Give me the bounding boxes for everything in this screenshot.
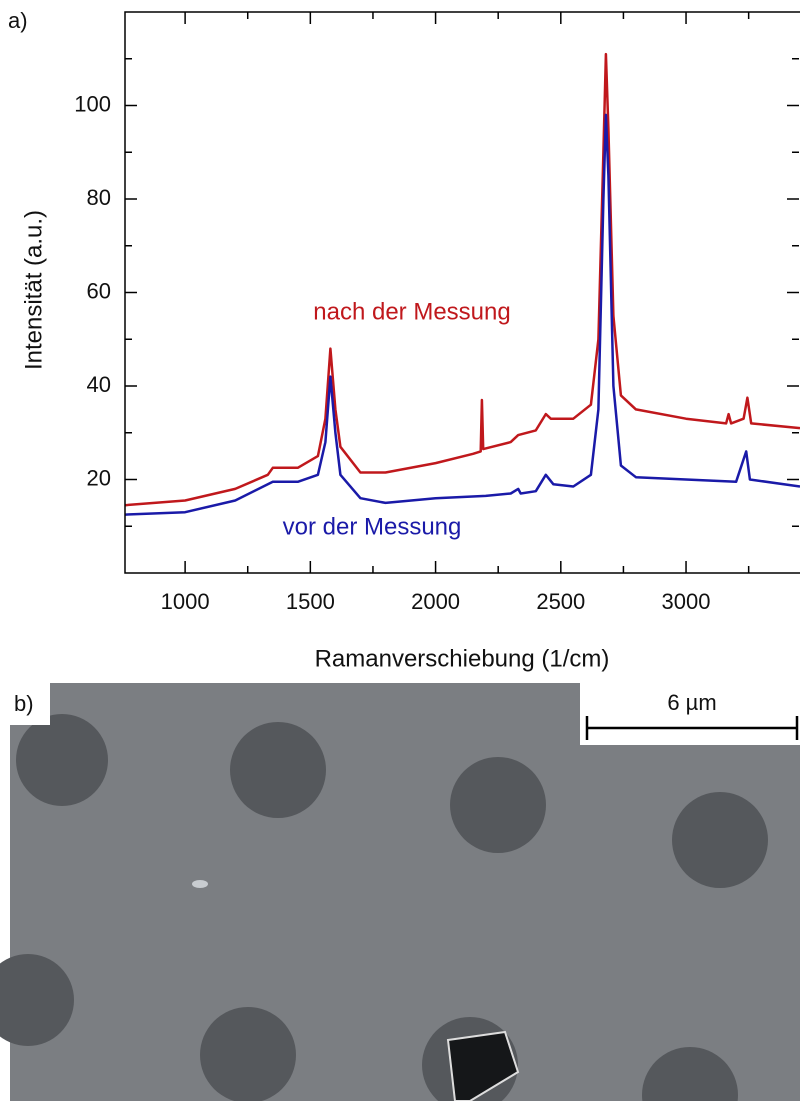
y-tick-label: 60 [87, 278, 111, 303]
y-axis-title: Intensität (a.u.) [20, 210, 47, 370]
figure: a) 1000 1500 2000 2500 3000 20 40 60 80 100 Ramanv… [0, 0, 800, 1101]
series-label: nach der Messung [313, 298, 510, 325]
x-axis-title: Ramanverschiebung (1/cm) [315, 645, 610, 672]
panel-label: b) [14, 691, 34, 716]
y-tick-label: 100 [74, 91, 111, 116]
plot-frame [125, 12, 800, 573]
particle [192, 880, 208, 888]
series-label: vor der Messung [283, 513, 462, 540]
x-tick-label: 2000 [411, 589, 460, 614]
line [125, 54, 800, 505]
panel-label: a) [8, 8, 28, 33]
y-tick-label: 20 [87, 465, 111, 490]
x-tick-label: 2500 [536, 589, 585, 614]
y-tick-label: 40 [87, 372, 111, 397]
sem-image: b) 6 µm [0, 683, 800, 1101]
image-background [10, 683, 800, 1101]
y-tick-label: 80 [87, 185, 111, 210]
x-tick-label: 3000 [662, 589, 711, 614]
x-tick-label: 1500 [286, 589, 335, 614]
scale-label: 6 µm [667, 690, 716, 715]
x-tick-label: 1000 [161, 589, 210, 614]
